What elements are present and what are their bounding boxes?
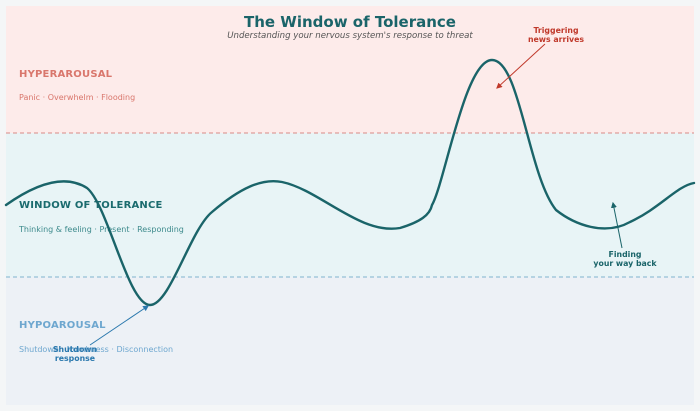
hypoarousal-label: HYPOAROUSAL	[19, 320, 106, 331]
trigger-arrow	[496, 43, 546, 89]
hypoarousal-description: Shutdown · Numbness · Disconnection	[19, 345, 173, 354]
hyperarousal-zone	[6, 6, 694, 133]
arousal-curve	[4, 58, 696, 307]
window-zone	[6, 133, 694, 277]
shutdown-annotation-line2: response	[55, 354, 95, 363]
trigger-annotation-line1: Triggering	[533, 26, 578, 35]
page-subtitle: Understanding your nervous system's resp…	[227, 31, 473, 41]
shutdown-annotation-line1: Shutdown	[53, 345, 97, 354]
hypoarousal-zone	[6, 277, 694, 405]
hyperarousal-description: Panic · Overwhelm · Flooding	[19, 93, 135, 102]
hyperarousal-label: HYPERAROUSAL	[19, 69, 113, 80]
shutdown-arrow	[89, 305, 149, 346]
finding-annotation-line1: Finding	[609, 250, 642, 259]
finding-arrow	[610, 201, 623, 249]
page-title: The Window of Tolerance	[244, 13, 456, 31]
trigger-annotation-line2: news arrives	[528, 35, 584, 44]
window-label: WINDOW OF TOLERANCE	[19, 200, 163, 211]
window-description: Thinking & feeling · Present · Respondin…	[18, 225, 184, 234]
finding-annotation-line2: your way back	[593, 259, 657, 268]
